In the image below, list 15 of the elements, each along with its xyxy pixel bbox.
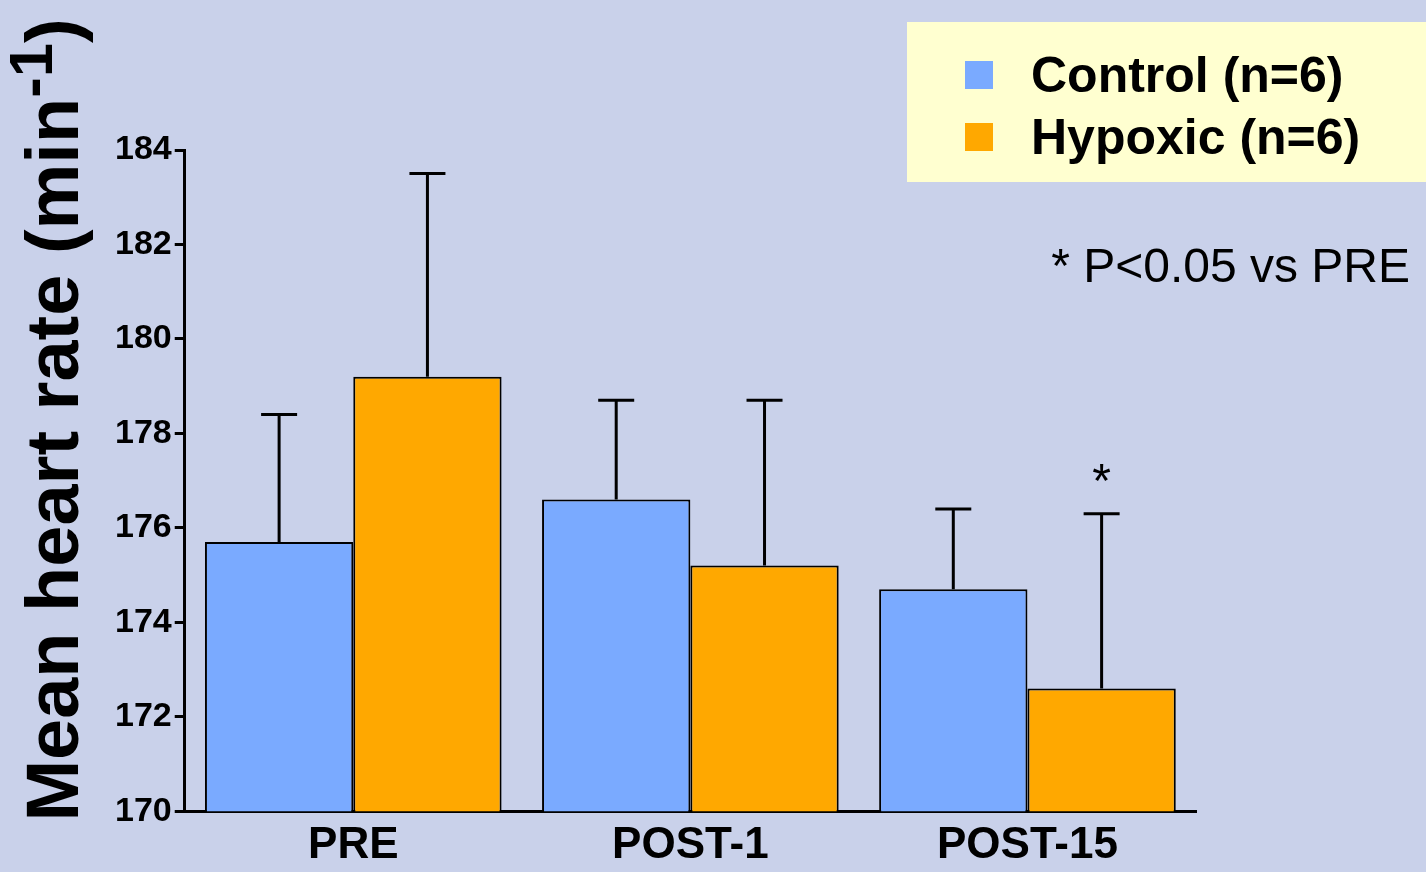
annotation: * P<0.05 vs PRE [1051, 238, 1410, 293]
annotation: * [1092, 453, 1111, 507]
legend-label: Control (n=6) [1031, 46, 1344, 104]
y-tick-label: 172 [114, 695, 172, 734]
x-tick-label: POST-15 [936, 817, 1118, 867]
y-tick-label: 180 [114, 317, 172, 356]
legend-label: Hypoxic (n=6) [1031, 108, 1361, 166]
x-tick-label: POST-1 [612, 817, 769, 867]
y-tick-label: 184 [114, 128, 172, 167]
x-tick-label: PRE [308, 817, 399, 867]
y-tick-label: 176 [114, 506, 172, 545]
y-tick-label: 170 [114, 789, 172, 828]
y-tick-label: 174 [114, 600, 172, 639]
y-tick-label: 182 [114, 222, 172, 261]
y-tick-label: 178 [114, 411, 172, 450]
